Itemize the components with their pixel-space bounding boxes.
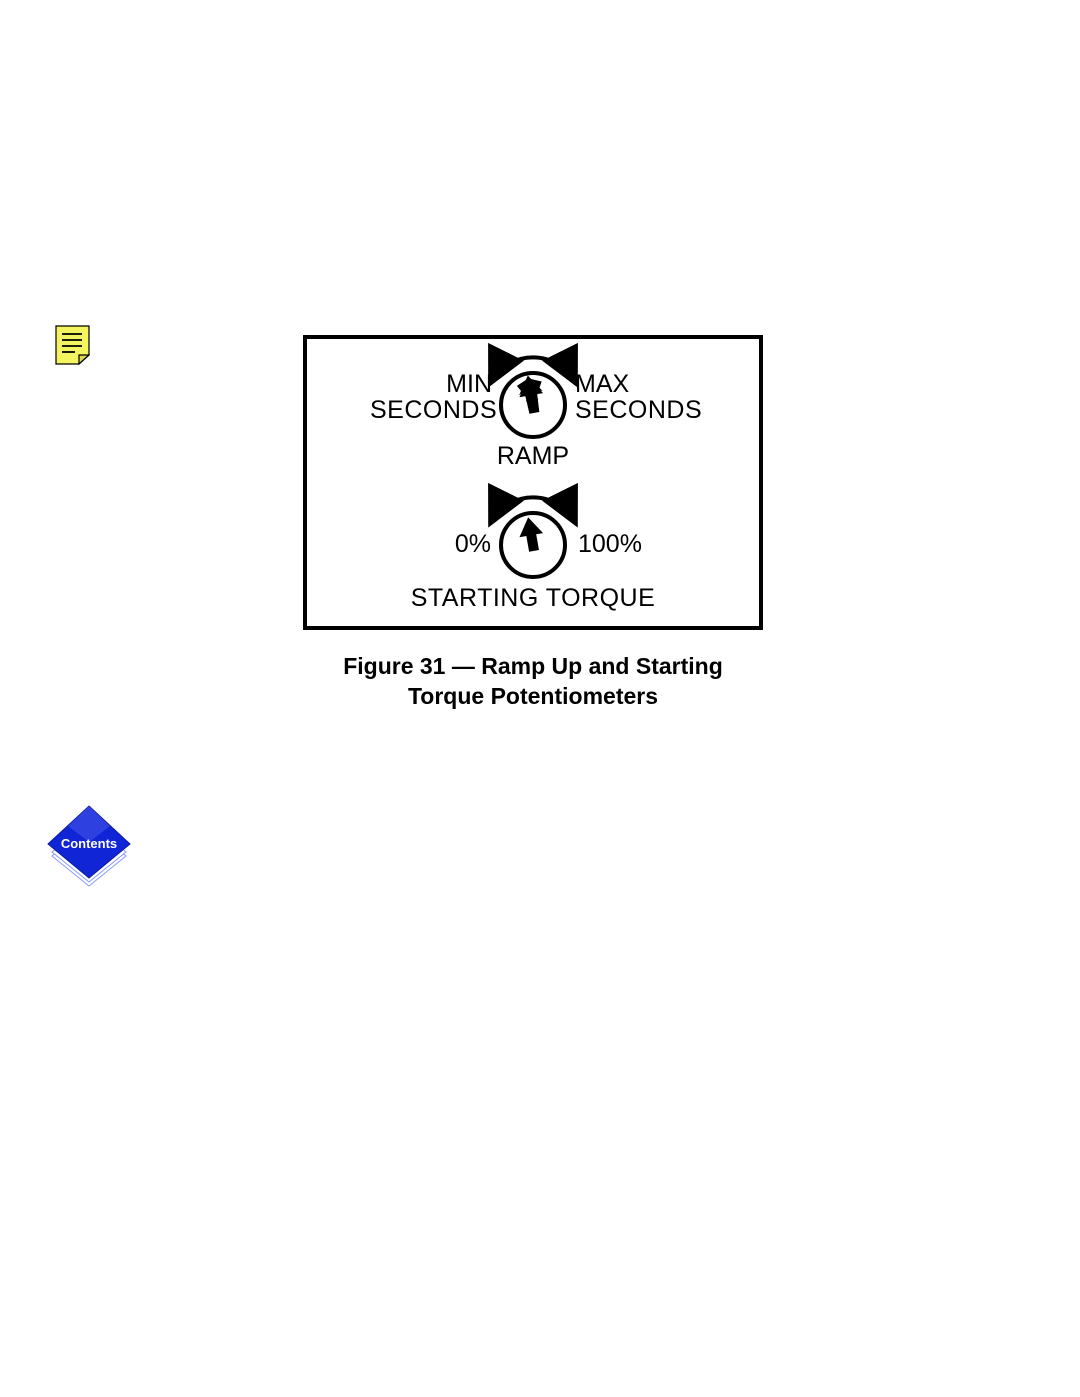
sticky-note-icon[interactable] [55,325,90,365]
ramp-label: RAMP [307,443,759,471]
ramp-max-label-top: MAX [575,371,629,399]
contents-label: Contents [61,836,117,851]
contents-icon[interactable]: Contents [42,800,137,890]
starting-torque-label: STARTING TORQUE [307,585,759,613]
potentiometer-diagram: MIN SECONDS MAX SECONDS RAMP 0% 100% STA… [303,335,763,630]
torque-100-label: 100% [578,531,642,559]
ramp-min-label-top: MIN [432,371,492,399]
ramp-min-label-bottom: SECONDS [370,397,492,425]
note-fold [79,355,89,364]
ramp-max-label-bottom: SECONDS [575,397,702,425]
figure-caption: Figure 31 — Ramp Up and Starting Torque … [303,652,763,712]
torque-0-label: 0% [449,531,491,559]
